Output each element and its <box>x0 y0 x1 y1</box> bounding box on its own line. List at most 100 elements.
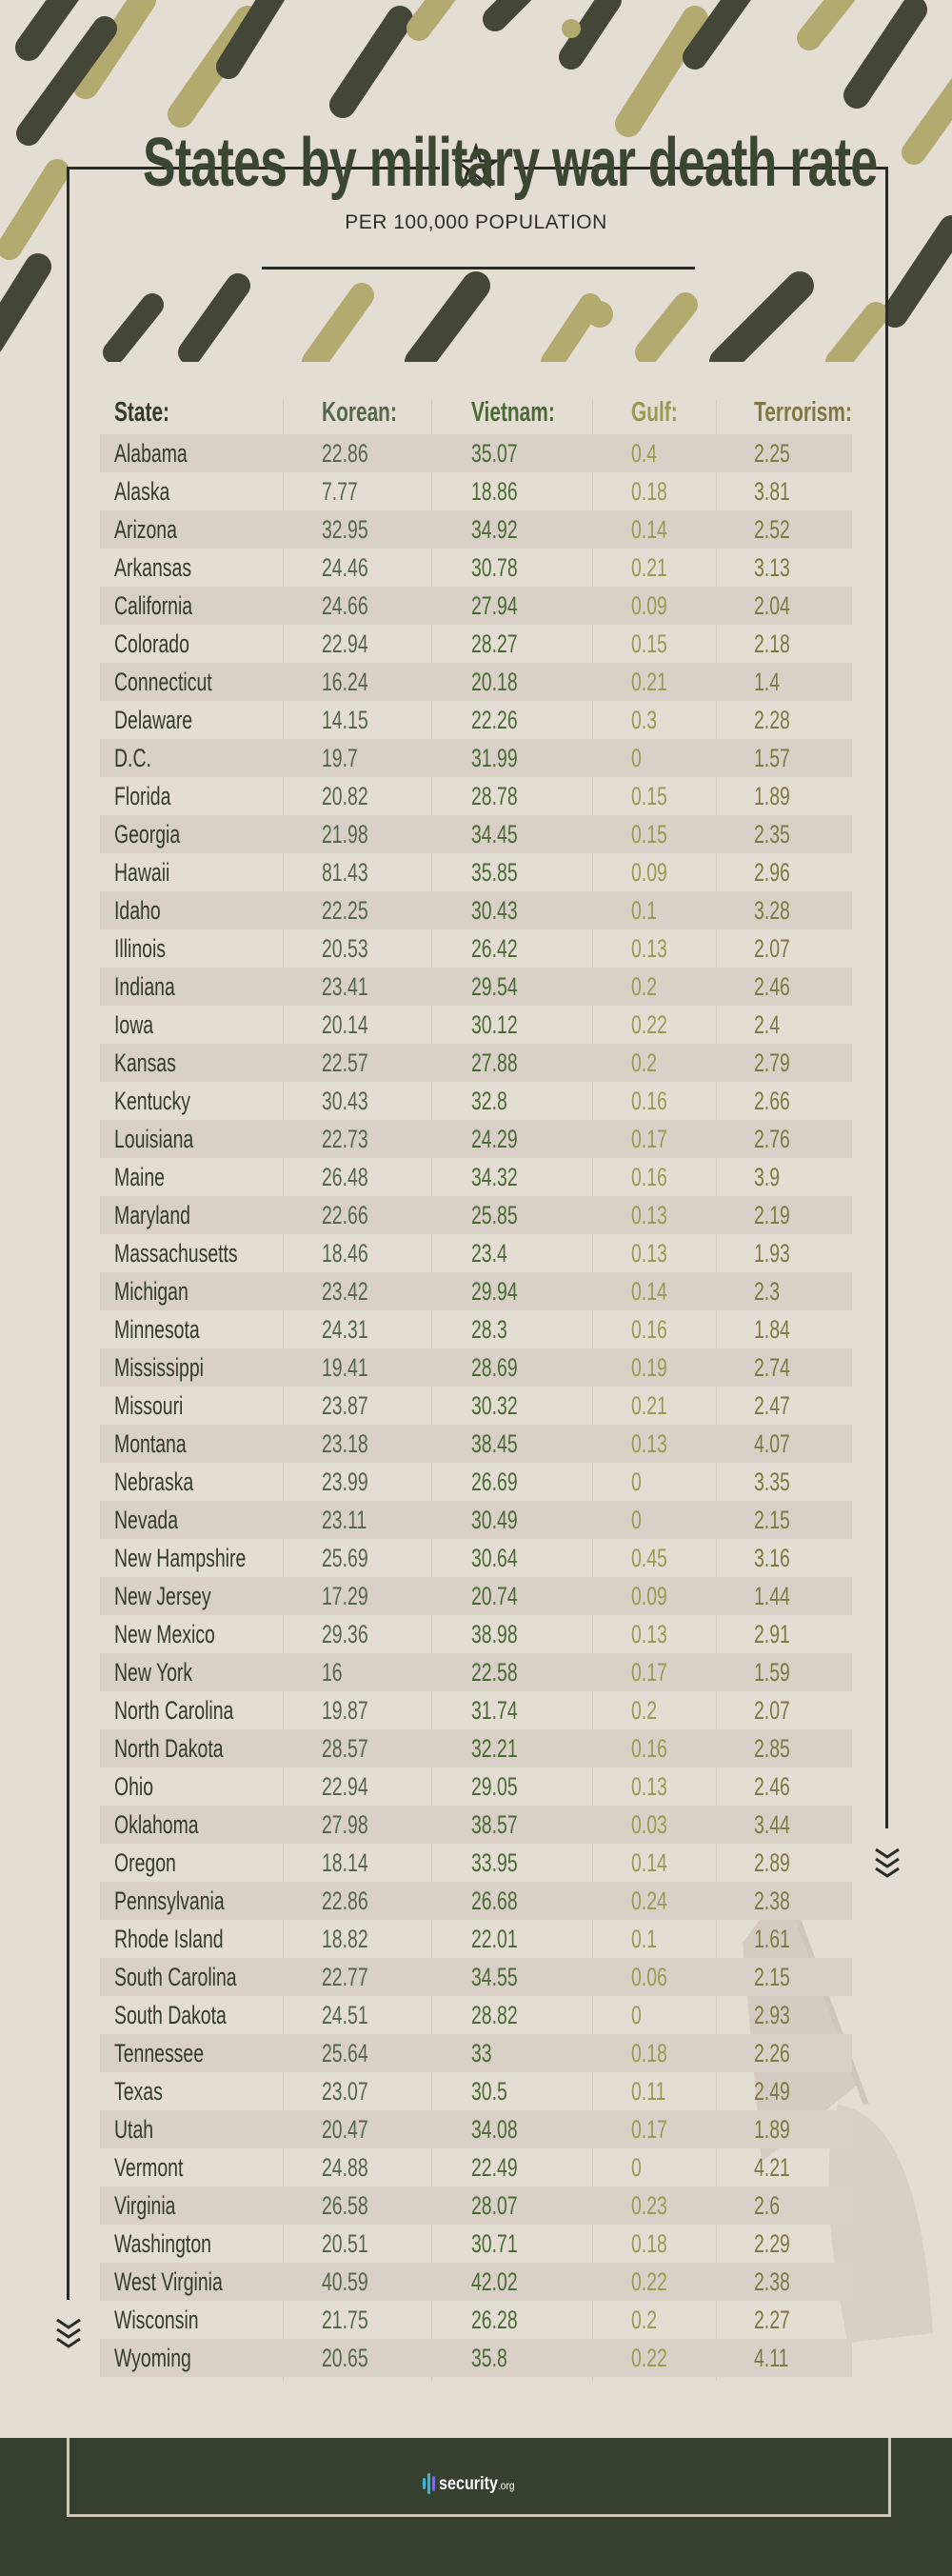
cell-terrorism: 2.52 <box>754 515 790 544</box>
cell-korean: 29.36 <box>322 1620 368 1648</box>
table-row: Iowa 20.14 30.12 0.22 2.4 <box>100 1006 852 1044</box>
header-vietnam: Vietnam: <box>471 397 555 428</box>
cell-state: Michigan <box>114 1277 188 1306</box>
logo-text: security.org <box>439 2474 515 2494</box>
cell-state: Arizona <box>114 515 177 544</box>
cell-gulf: 0.21 <box>631 1391 667 1420</box>
cell-state: New Hampshire <box>114 1544 247 1572</box>
cell-state: D.C. <box>114 744 151 772</box>
cell-terrorism: 2.25 <box>754 439 790 468</box>
cell-gulf: 0.09 <box>631 858 667 887</box>
chevron-down-icon <box>875 1847 900 1878</box>
cell-terrorism: 1.84 <box>754 1315 790 1344</box>
header-state: State: <box>114 397 170 428</box>
cell-state: Pennsylvania <box>114 1887 225 1915</box>
table-row: New Hampshire 25.69 30.64 0.45 3.16 <box>100 1539 852 1577</box>
table-row: Oklahoma 27.98 38.57 0.03 3.44 <box>100 1806 852 1844</box>
table-row: Massachusetts 18.46 23.4 0.13 1.93 <box>100 1234 852 1272</box>
cell-korean: 21.75 <box>322 2306 368 2334</box>
cell-korean: 24.66 <box>322 591 368 620</box>
death-rate-table: State: Korean: Vietnam: Gulf: Terrorism:… <box>100 390 852 2377</box>
cell-korean: 22.25 <box>322 896 368 925</box>
table-row: Washington 20.51 30.71 0.18 2.29 <box>100 2225 852 2263</box>
cell-terrorism: 2.47 <box>754 1391 790 1420</box>
cell-state: Iowa <box>114 1010 154 1039</box>
cell-vietnam: 34.55 <box>471 1963 518 1991</box>
cell-vietnam: 35.85 <box>471 858 518 887</box>
cell-vietnam: 35.8 <box>471 2344 507 2372</box>
cell-korean: 16.24 <box>322 668 368 696</box>
cell-gulf: 0.1 <box>631 896 658 925</box>
table-row: Vermont 24.88 22.49 0 4.21 <box>100 2148 852 2187</box>
table-row: Virginia 26.58 28.07 0.23 2.6 <box>100 2187 852 2225</box>
cell-gulf: 0.23 <box>631 2191 667 2220</box>
cell-state: Kansas <box>114 1048 176 1077</box>
cell-gulf: 0.1 <box>631 1925 658 1953</box>
cell-gulf: 0.13 <box>631 1239 667 1268</box>
cell-terrorism: 3.9 <box>754 1163 781 1191</box>
cell-terrorism: 1.44 <box>754 1582 790 1610</box>
cell-gulf: 0.11 <box>631 2077 666 2106</box>
cell-gulf: 0.18 <box>631 2229 667 2258</box>
cell-vietnam: 35.07 <box>471 439 518 468</box>
cell-terrorism: 2.26 <box>754 2039 790 2067</box>
table-row: Alabama 22.86 35.07 0.4 2.25 <box>100 434 852 472</box>
cell-terrorism: 2.46 <box>754 1772 790 1801</box>
cell-terrorism: 2.96 <box>754 858 790 887</box>
table-row: Michigan 23.42 29.94 0.14 2.3 <box>100 1272 852 1310</box>
cell-gulf: 0.16 <box>631 1315 667 1344</box>
cell-terrorism: 2.28 <box>754 706 790 734</box>
cell-state: Virginia <box>114 2191 176 2220</box>
cell-vietnam: 38.57 <box>471 1810 518 1839</box>
cell-terrorism: 3.28 <box>754 896 790 925</box>
cell-korean: 23.07 <box>322 2077 368 2106</box>
cell-korean: 17.29 <box>322 1582 368 1610</box>
table-row: Mississippi 19.41 28.69 0.19 2.74 <box>100 1348 852 1387</box>
table-row: Minnesota 24.31 28.3 0.16 1.84 <box>100 1310 852 1348</box>
cell-vietnam: 28.78 <box>471 782 518 810</box>
cell-state: Florida <box>114 782 171 810</box>
table-row: Florida 20.82 28.78 0.15 1.89 <box>100 777 852 815</box>
cell-state: Hawaii <box>114 858 170 887</box>
cell-vietnam: 26.42 <box>471 934 518 963</box>
cell-korean: 23.11 <box>322 1506 367 1534</box>
cell-terrorism: 2.15 <box>754 1506 790 1534</box>
cell-gulf: 0.17 <box>631 1125 667 1153</box>
cell-state: Texas <box>114 2077 163 2106</box>
table-header-row: State: Korean: Vietnam: Gulf: Terrorism: <box>100 390 852 434</box>
cell-korean: 23.18 <box>322 1429 368 1458</box>
cell-korean: 26.48 <box>322 1163 368 1191</box>
cell-korean: 23.42 <box>322 1277 368 1306</box>
cell-korean: 24.88 <box>322 2153 368 2182</box>
cell-vietnam: 18.86 <box>471 477 518 506</box>
cell-terrorism: 1.4 <box>754 668 781 696</box>
cell-vietnam: 38.98 <box>471 1620 518 1648</box>
cell-state: Rhode Island <box>114 1925 224 1953</box>
frame-left-line <box>67 167 69 2300</box>
cell-gulf: 0.2 <box>631 1048 658 1077</box>
cell-terrorism: 2.79 <box>754 1048 790 1077</box>
cell-vietnam: 23.4 <box>471 1239 507 1268</box>
cell-korean: 81.43 <box>322 858 368 887</box>
cell-vietnam: 30.71 <box>471 2229 518 2258</box>
cell-state: Arkansas <box>114 553 192 582</box>
table-row: Kansas 22.57 27.88 0.2 2.79 <box>100 1044 852 1082</box>
cell-gulf: 0.45 <box>631 1544 667 1572</box>
page-subtitle: PER 100,000 POPULATION <box>345 211 607 233</box>
cell-state: Utah <box>114 2115 154 2144</box>
table-row: Delaware 14.15 22.26 0.3 2.28 <box>100 701 852 739</box>
cell-gulf: 0 <box>631 2153 642 2182</box>
cell-vietnam: 24.29 <box>471 1125 518 1153</box>
cell-korean: 19.87 <box>322 1696 368 1725</box>
cell-vietnam: 42.02 <box>471 2267 518 2296</box>
cell-vietnam: 20.74 <box>471 1582 518 1610</box>
table-row: North Dakota 28.57 32.21 0.16 2.85 <box>100 1729 852 1767</box>
cell-vietnam: 34.32 <box>471 1163 518 1191</box>
cell-korean: 22.77 <box>322 1963 368 1991</box>
cell-korean: 14.15 <box>322 706 368 734</box>
cell-state: Georgia <box>114 820 181 849</box>
cell-vietnam: 28.69 <box>471 1353 518 1382</box>
cell-gulf: 0.22 <box>631 1010 667 1039</box>
table-body: Alabama 22.86 35.07 0.4 2.25 Alaska 7.77 18.86 0… <box>100 434 852 2377</box>
cell-korean: 21.98 <box>322 820 368 849</box>
